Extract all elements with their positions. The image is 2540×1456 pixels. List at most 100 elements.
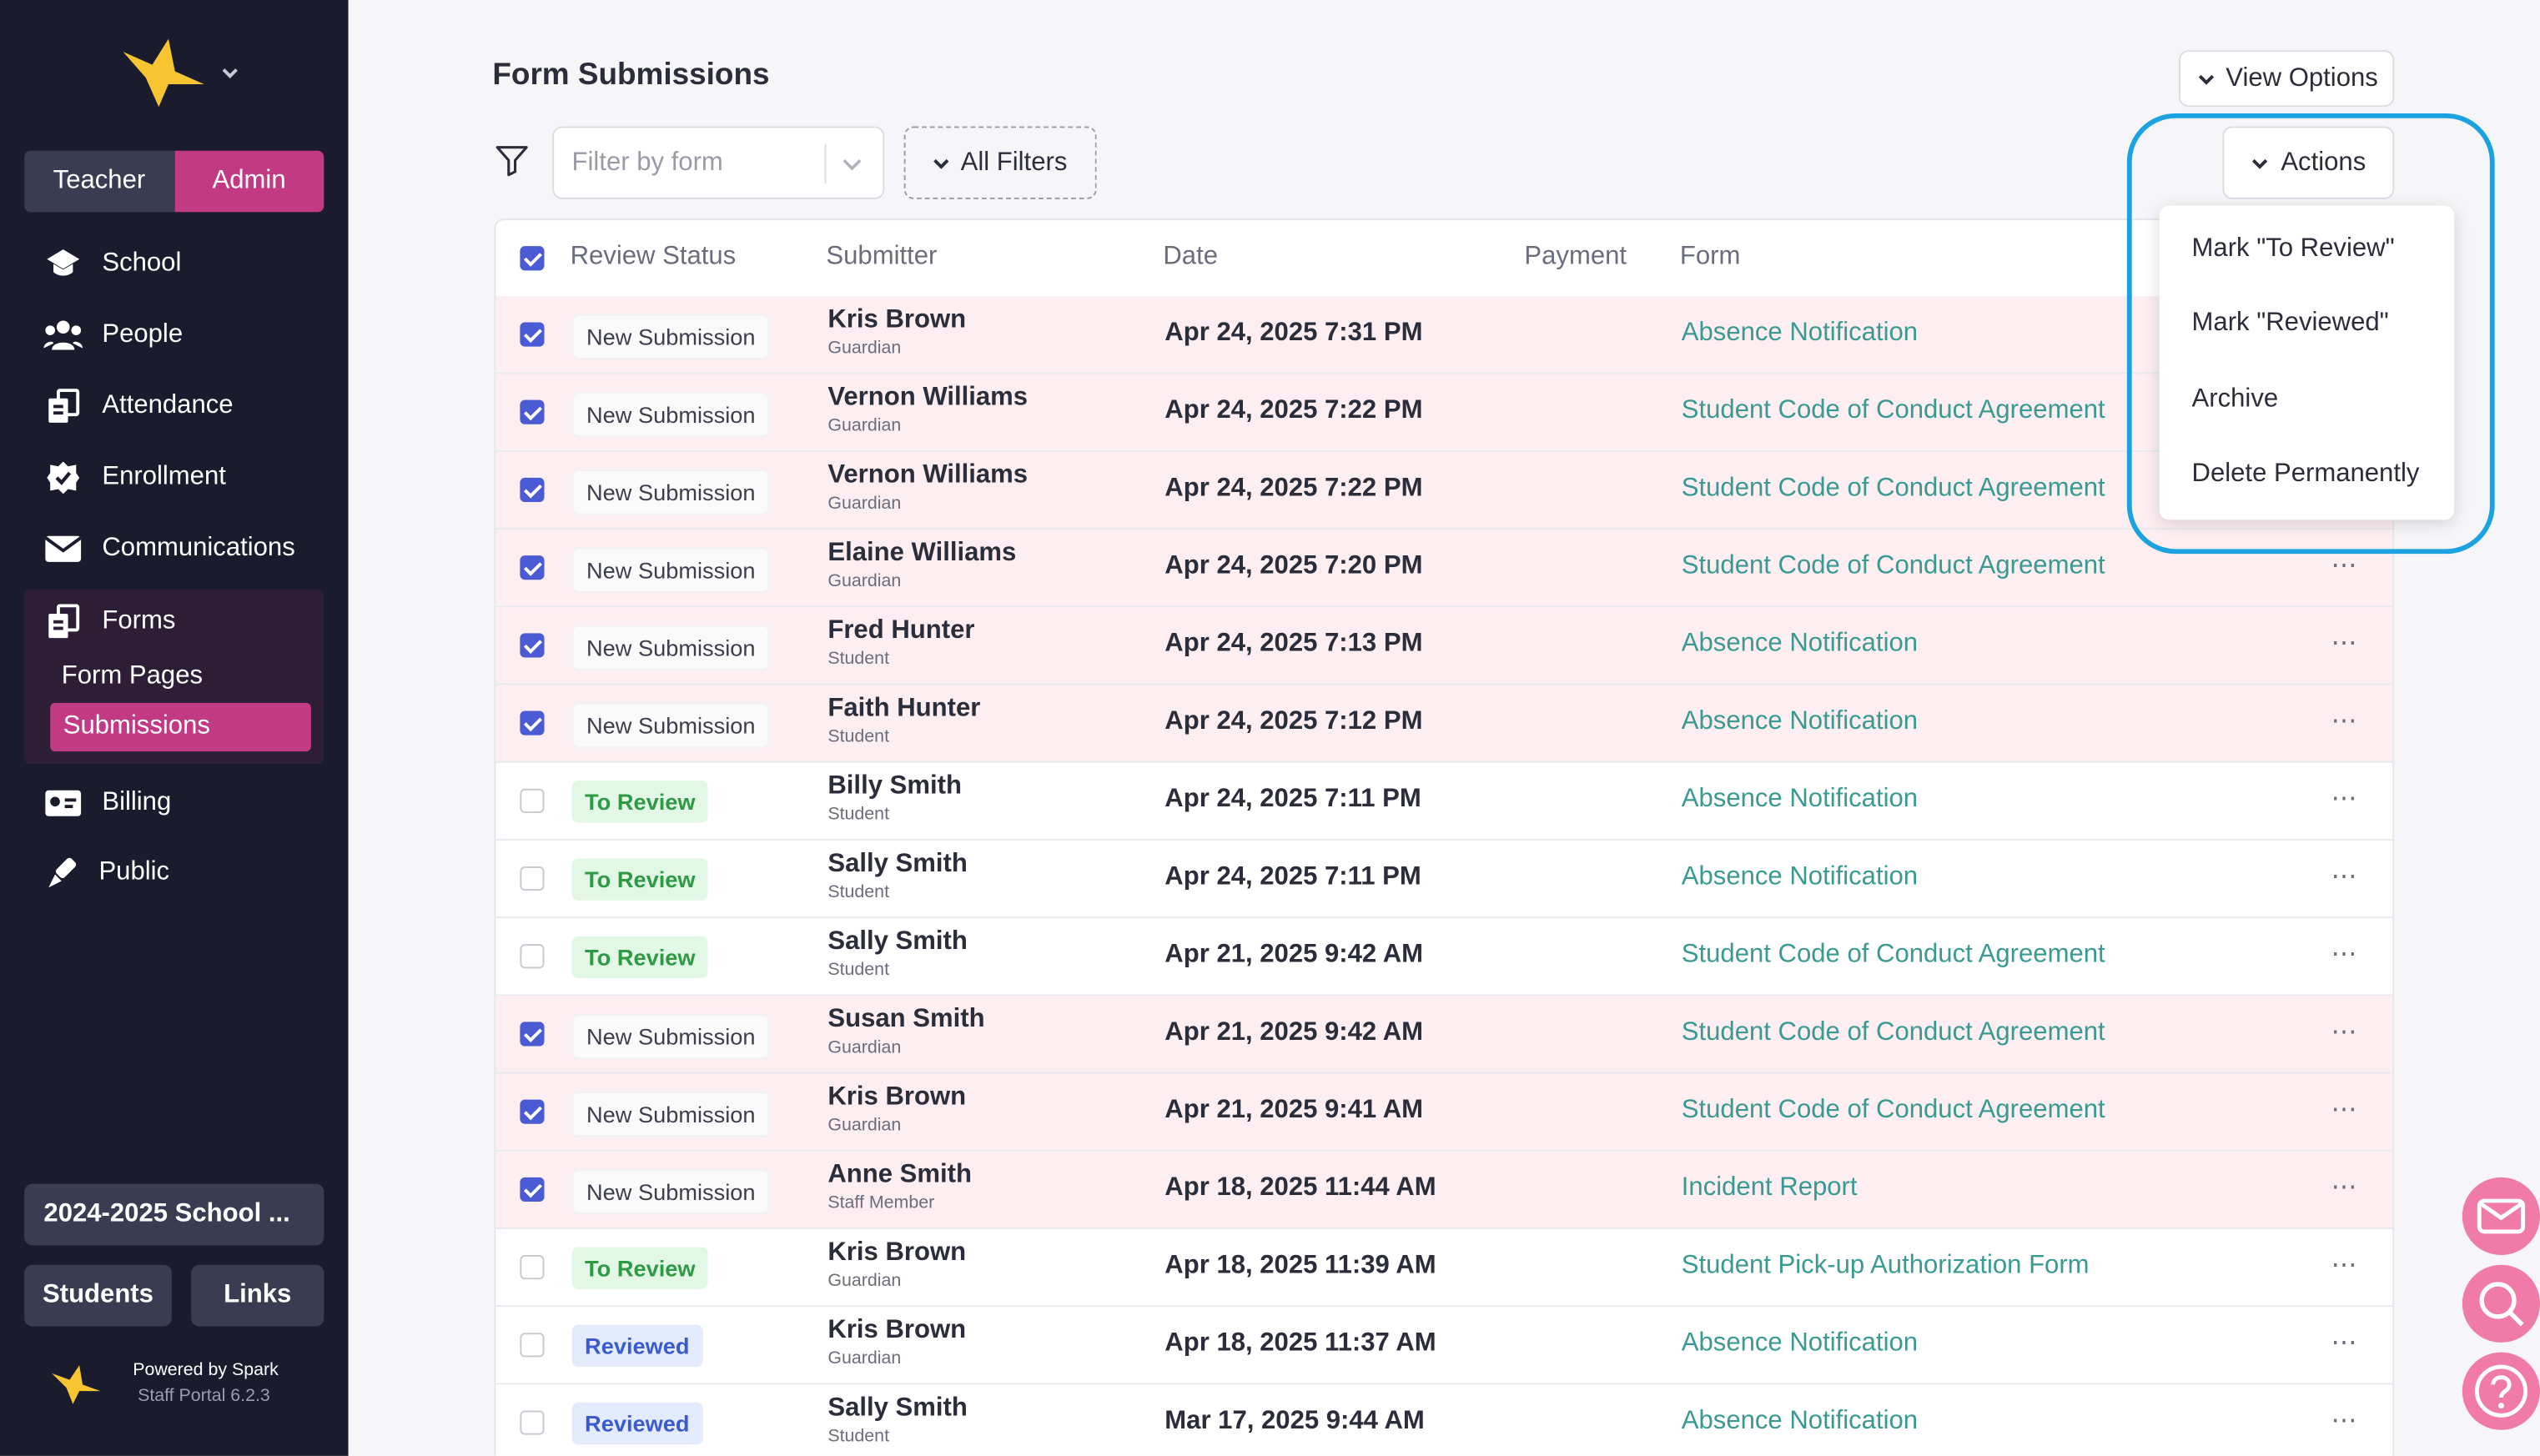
form-link[interactable]: Student Pick-up Authorization Form bbox=[1681, 1252, 2090, 1280]
more-options-icon[interactable]: ⋯ bbox=[2331, 785, 2359, 813]
sidebar-item-attendance[interactable]: Attendance bbox=[0, 374, 349, 439]
students-button[interactable]: Students bbox=[24, 1264, 172, 1327]
row-checkbox[interactable] bbox=[520, 1177, 545, 1202]
form-link[interactable]: Student Code of Conduct Agreement bbox=[1681, 941, 2105, 969]
more-options-icon[interactable]: ⋯ bbox=[2331, 1173, 2359, 1202]
more-options-icon[interactable]: ⋯ bbox=[2331, 1252, 2359, 1280]
sidebar-item-people[interactable]: People bbox=[0, 303, 349, 368]
table-row[interactable]: Reviewed Kris Brown Guardian Apr 18, 2025 1… bbox=[495, 1307, 2393, 1385]
row-checkbox[interactable] bbox=[520, 1022, 545, 1047]
row-checkbox[interactable] bbox=[520, 1410, 545, 1435]
submitter-role: Guardian bbox=[827, 1116, 902, 1136]
school-year-selector[interactable]: 2024-2025 School ... bbox=[24, 1183, 324, 1246]
school-icon bbox=[43, 244, 83, 284]
form-link[interactable]: Student Code of Conduct Agreement bbox=[1681, 474, 2105, 503]
more-options-icon[interactable]: ⋯ bbox=[2331, 630, 2359, 658]
table-row[interactable]: New Submission Vernon Williams Guardian Apr… bbox=[495, 374, 2393, 452]
chevron-down-icon bbox=[842, 159, 862, 171]
table-row[interactable]: To Review Sally Smith Student Apr 24, 2025 … bbox=[495, 841, 2393, 919]
more-options-icon[interactable]: ⋯ bbox=[2331, 1018, 2359, 1047]
spark-logo-icon[interactable] bbox=[117, 36, 208, 110]
form-link[interactable]: Absence Notification bbox=[1681, 630, 1919, 658]
form-link[interactable]: Absence Notification bbox=[1681, 863, 1919, 891]
more-options-icon[interactable]: ⋯ bbox=[2331, 707, 2359, 736]
mail-fab[interactable] bbox=[2462, 1177, 2540, 1256]
row-checkbox[interactable] bbox=[520, 1255, 545, 1280]
sidebar-item-forms[interactable]: Forms bbox=[0, 590, 349, 655]
row-checkbox[interactable] bbox=[520, 633, 545, 658]
row-checkbox[interactable] bbox=[520, 1333, 545, 1358]
table-row[interactable]: New Submission Anne Smith Staff Member Apr … bbox=[495, 1151, 2393, 1229]
table-row[interactable]: New Submission Fred Hunter Student Apr 24, … bbox=[495, 607, 2393, 685]
row-checkbox[interactable] bbox=[520, 477, 545, 503]
form-link[interactable]: Student Code of Conduct Agreement bbox=[1681, 396, 2105, 424]
table-row[interactable]: To Review Sally Smith Student Apr 21, 2025 … bbox=[495, 918, 2393, 997]
table-row[interactable]: New Submission Elaine Williams Guardian Apr… bbox=[495, 530, 2393, 608]
form-link[interactable]: Absence Notification bbox=[1681, 1329, 1919, 1358]
submission-date: Apr 24, 2025 7:12 PM bbox=[1164, 707, 1423, 736]
row-checkbox[interactable] bbox=[520, 555, 545, 580]
submitter-name: Billy Smith bbox=[827, 772, 962, 801]
column-header-review-status[interactable]: Review Status bbox=[570, 243, 737, 271]
table-row[interactable]: New Submission Kris Brown Guardian Apr 21, … bbox=[495, 1073, 2393, 1152]
teacher-role-button[interactable]: Teacher bbox=[24, 150, 174, 213]
actions-button[interactable]: Actions bbox=[2222, 126, 2395, 199]
table-row[interactable]: New Submission Susan Smith Guardian Apr 21,… bbox=[495, 996, 2393, 1074]
menu-item-delete-permanently[interactable]: Delete Permanently bbox=[2191, 459, 2420, 488]
row-checkbox[interactable] bbox=[520, 1099, 545, 1124]
sidebar-item-school[interactable]: School bbox=[0, 232, 349, 297]
table-row[interactable]: New Submission Kris Brown Guardian Apr 24, … bbox=[495, 296, 2393, 374]
links-button[interactable]: Links bbox=[191, 1264, 324, 1327]
more-options-icon[interactable]: ⋯ bbox=[2331, 1329, 2359, 1358]
sidebar-subitem-submissions[interactable]: Submissions bbox=[50, 702, 311, 752]
search-fab[interactable] bbox=[2462, 1264, 2540, 1343]
all-filters-button[interactable]: All Filters bbox=[903, 126, 1097, 199]
form-link[interactable]: Incident Report bbox=[1681, 1173, 1858, 1202]
form-link[interactable]: Student Code of Conduct Agreement bbox=[1681, 1096, 2105, 1124]
sidebar-item-communications[interactable]: Communications bbox=[0, 516, 349, 581]
row-checkbox[interactable] bbox=[520, 866, 545, 891]
help-fab[interactable] bbox=[2462, 1352, 2540, 1430]
table-row[interactable]: New Submission Faith Hunter Student Apr 24,… bbox=[495, 685, 2393, 763]
form-link[interactable]: Student Code of Conduct Agreement bbox=[1681, 552, 2105, 580]
powered-by-text: Powered by Spark bbox=[133, 1360, 279, 1380]
column-header-payment[interactable]: Payment bbox=[1524, 243, 1627, 271]
table-row[interactable]: To Review Kris Brown Guardian Apr 18, 2025 … bbox=[495, 1229, 2393, 1308]
form-link[interactable]: Absence Notification bbox=[1681, 785, 1919, 813]
table-row[interactable]: New Submission Vernon Williams Guardian Apr… bbox=[495, 451, 2393, 530]
row-checkbox[interactable] bbox=[520, 322, 545, 347]
more-options-icon[interactable]: ⋯ bbox=[2331, 1096, 2359, 1124]
chevron-down-icon[interactable] bbox=[220, 65, 239, 81]
row-checkbox[interactable] bbox=[520, 710, 545, 736]
form-link[interactable]: Student Code of Conduct Agreement bbox=[1681, 1018, 2105, 1047]
sidebar-item-billing[interactable]: Billing bbox=[0, 771, 349, 836]
table-row[interactable]: Reviewed Sally Smith Student Mar 17, 2025 9… bbox=[495, 1384, 2392, 1455]
filter-icon[interactable] bbox=[494, 143, 530, 178]
sidebar-subitem-form-pages[interactable]: Form Pages bbox=[61, 662, 204, 690]
form-link[interactable]: Absence Notification bbox=[1681, 319, 1919, 347]
view-options-button[interactable]: View Options bbox=[2178, 50, 2395, 108]
more-options-icon[interactable]: ⋯ bbox=[2331, 941, 2359, 969]
form-link[interactable]: Absence Notification bbox=[1681, 1407, 1919, 1435]
column-header-submitter[interactable]: Submitter bbox=[826, 243, 938, 271]
table-row[interactable]: To Review Billy Smith Student Apr 24, 2025 … bbox=[495, 763, 2393, 841]
row-checkbox[interactable] bbox=[520, 399, 545, 424]
menu-item-archive[interactable]: Archive bbox=[2191, 385, 2279, 414]
form-link[interactable]: Absence Notification bbox=[1681, 707, 1919, 736]
status-badge: New Submission bbox=[571, 314, 770, 360]
menu-item-mark-to-review[interactable]: Mark "To Review" bbox=[2191, 234, 2395, 263]
more-options-icon[interactable]: ⋯ bbox=[2331, 552, 2359, 580]
column-header-form[interactable]: Form bbox=[1679, 243, 1741, 271]
select-all-checkbox[interactable] bbox=[520, 246, 545, 271]
filter-by-form-select[interactable]: Filter by form bbox=[552, 126, 885, 199]
column-header-date[interactable]: Date bbox=[1163, 243, 1218, 271]
more-options-icon[interactable]: ⋯ bbox=[2331, 1407, 2359, 1435]
admin-role-button[interactable]: Admin bbox=[174, 150, 324, 213]
sidebar-item-enrollment[interactable]: Enrollment bbox=[0, 445, 349, 510]
more-options-icon[interactable]: ⋯ bbox=[2331, 863, 2359, 891]
sidebar-item-public[interactable]: Public bbox=[0, 841, 349, 906]
row-checkbox[interactable] bbox=[520, 944, 545, 969]
menu-item-mark-reviewed[interactable]: Mark "Reviewed" bbox=[2191, 309, 2389, 337]
row-checkbox[interactable] bbox=[520, 788, 545, 813]
sidebar-item-label: Billing bbox=[102, 788, 172, 816]
